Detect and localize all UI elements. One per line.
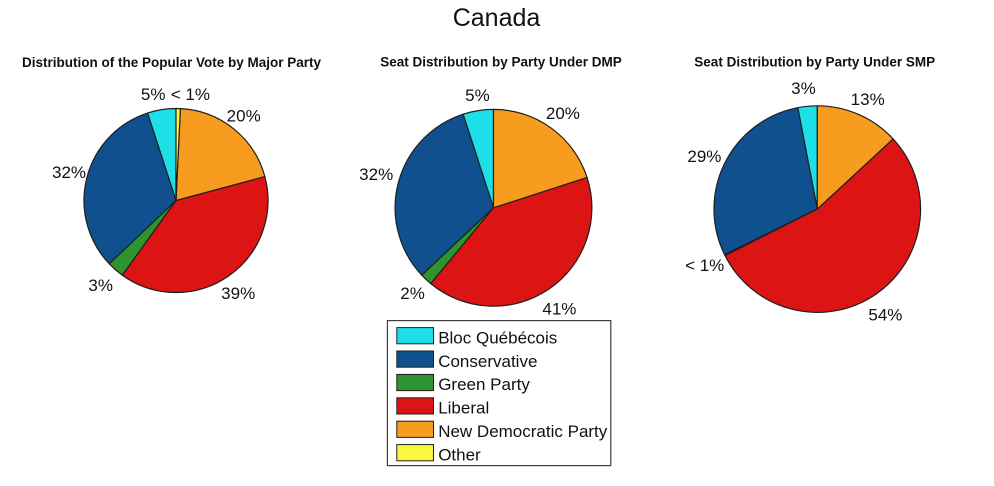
svg-text:41%: 41% bbox=[542, 299, 576, 318]
svg-text:32%: 32% bbox=[52, 163, 86, 182]
svg-text:54%: 54% bbox=[868, 306, 902, 325]
svg-text:5%: 5% bbox=[141, 85, 166, 104]
svg-text:Conservative: Conservative bbox=[438, 352, 537, 371]
svg-text:29%: 29% bbox=[687, 147, 721, 166]
svg-text:5%: 5% bbox=[465, 86, 490, 105]
svg-text:32%: 32% bbox=[359, 165, 393, 184]
svg-text:13%: 13% bbox=[851, 90, 885, 109]
svg-text:20%: 20% bbox=[227, 106, 261, 125]
svg-text:3%: 3% bbox=[88, 276, 113, 295]
svg-text:< 1%: < 1% bbox=[171, 85, 210, 104]
svg-text:Distribution of the Popular Vo: Distribution of the Popular Vote by Majo… bbox=[22, 55, 322, 70]
svg-text:Seat Distribution by Party Und: Seat Distribution by Party Under SMP bbox=[694, 55, 935, 70]
svg-text:3%: 3% bbox=[791, 79, 816, 98]
svg-text:Bloc Québécois: Bloc Québécois bbox=[438, 328, 557, 347]
svg-text:Canada: Canada bbox=[453, 4, 541, 32]
svg-text:New Democratic Party: New Democratic Party bbox=[438, 422, 608, 441]
svg-text:20%: 20% bbox=[546, 104, 580, 123]
svg-text:Other: Other bbox=[438, 445, 481, 464]
svg-text:39%: 39% bbox=[221, 284, 255, 303]
svg-text:< 1%: < 1% bbox=[685, 256, 724, 275]
svg-text:Liberal: Liberal bbox=[438, 399, 489, 418]
svg-text:Seat Distribution by Party Und: Seat Distribution by Party Under DMP bbox=[380, 55, 622, 70]
svg-text:Green Party: Green Party bbox=[438, 375, 530, 394]
svg-text:2%: 2% bbox=[400, 284, 425, 303]
